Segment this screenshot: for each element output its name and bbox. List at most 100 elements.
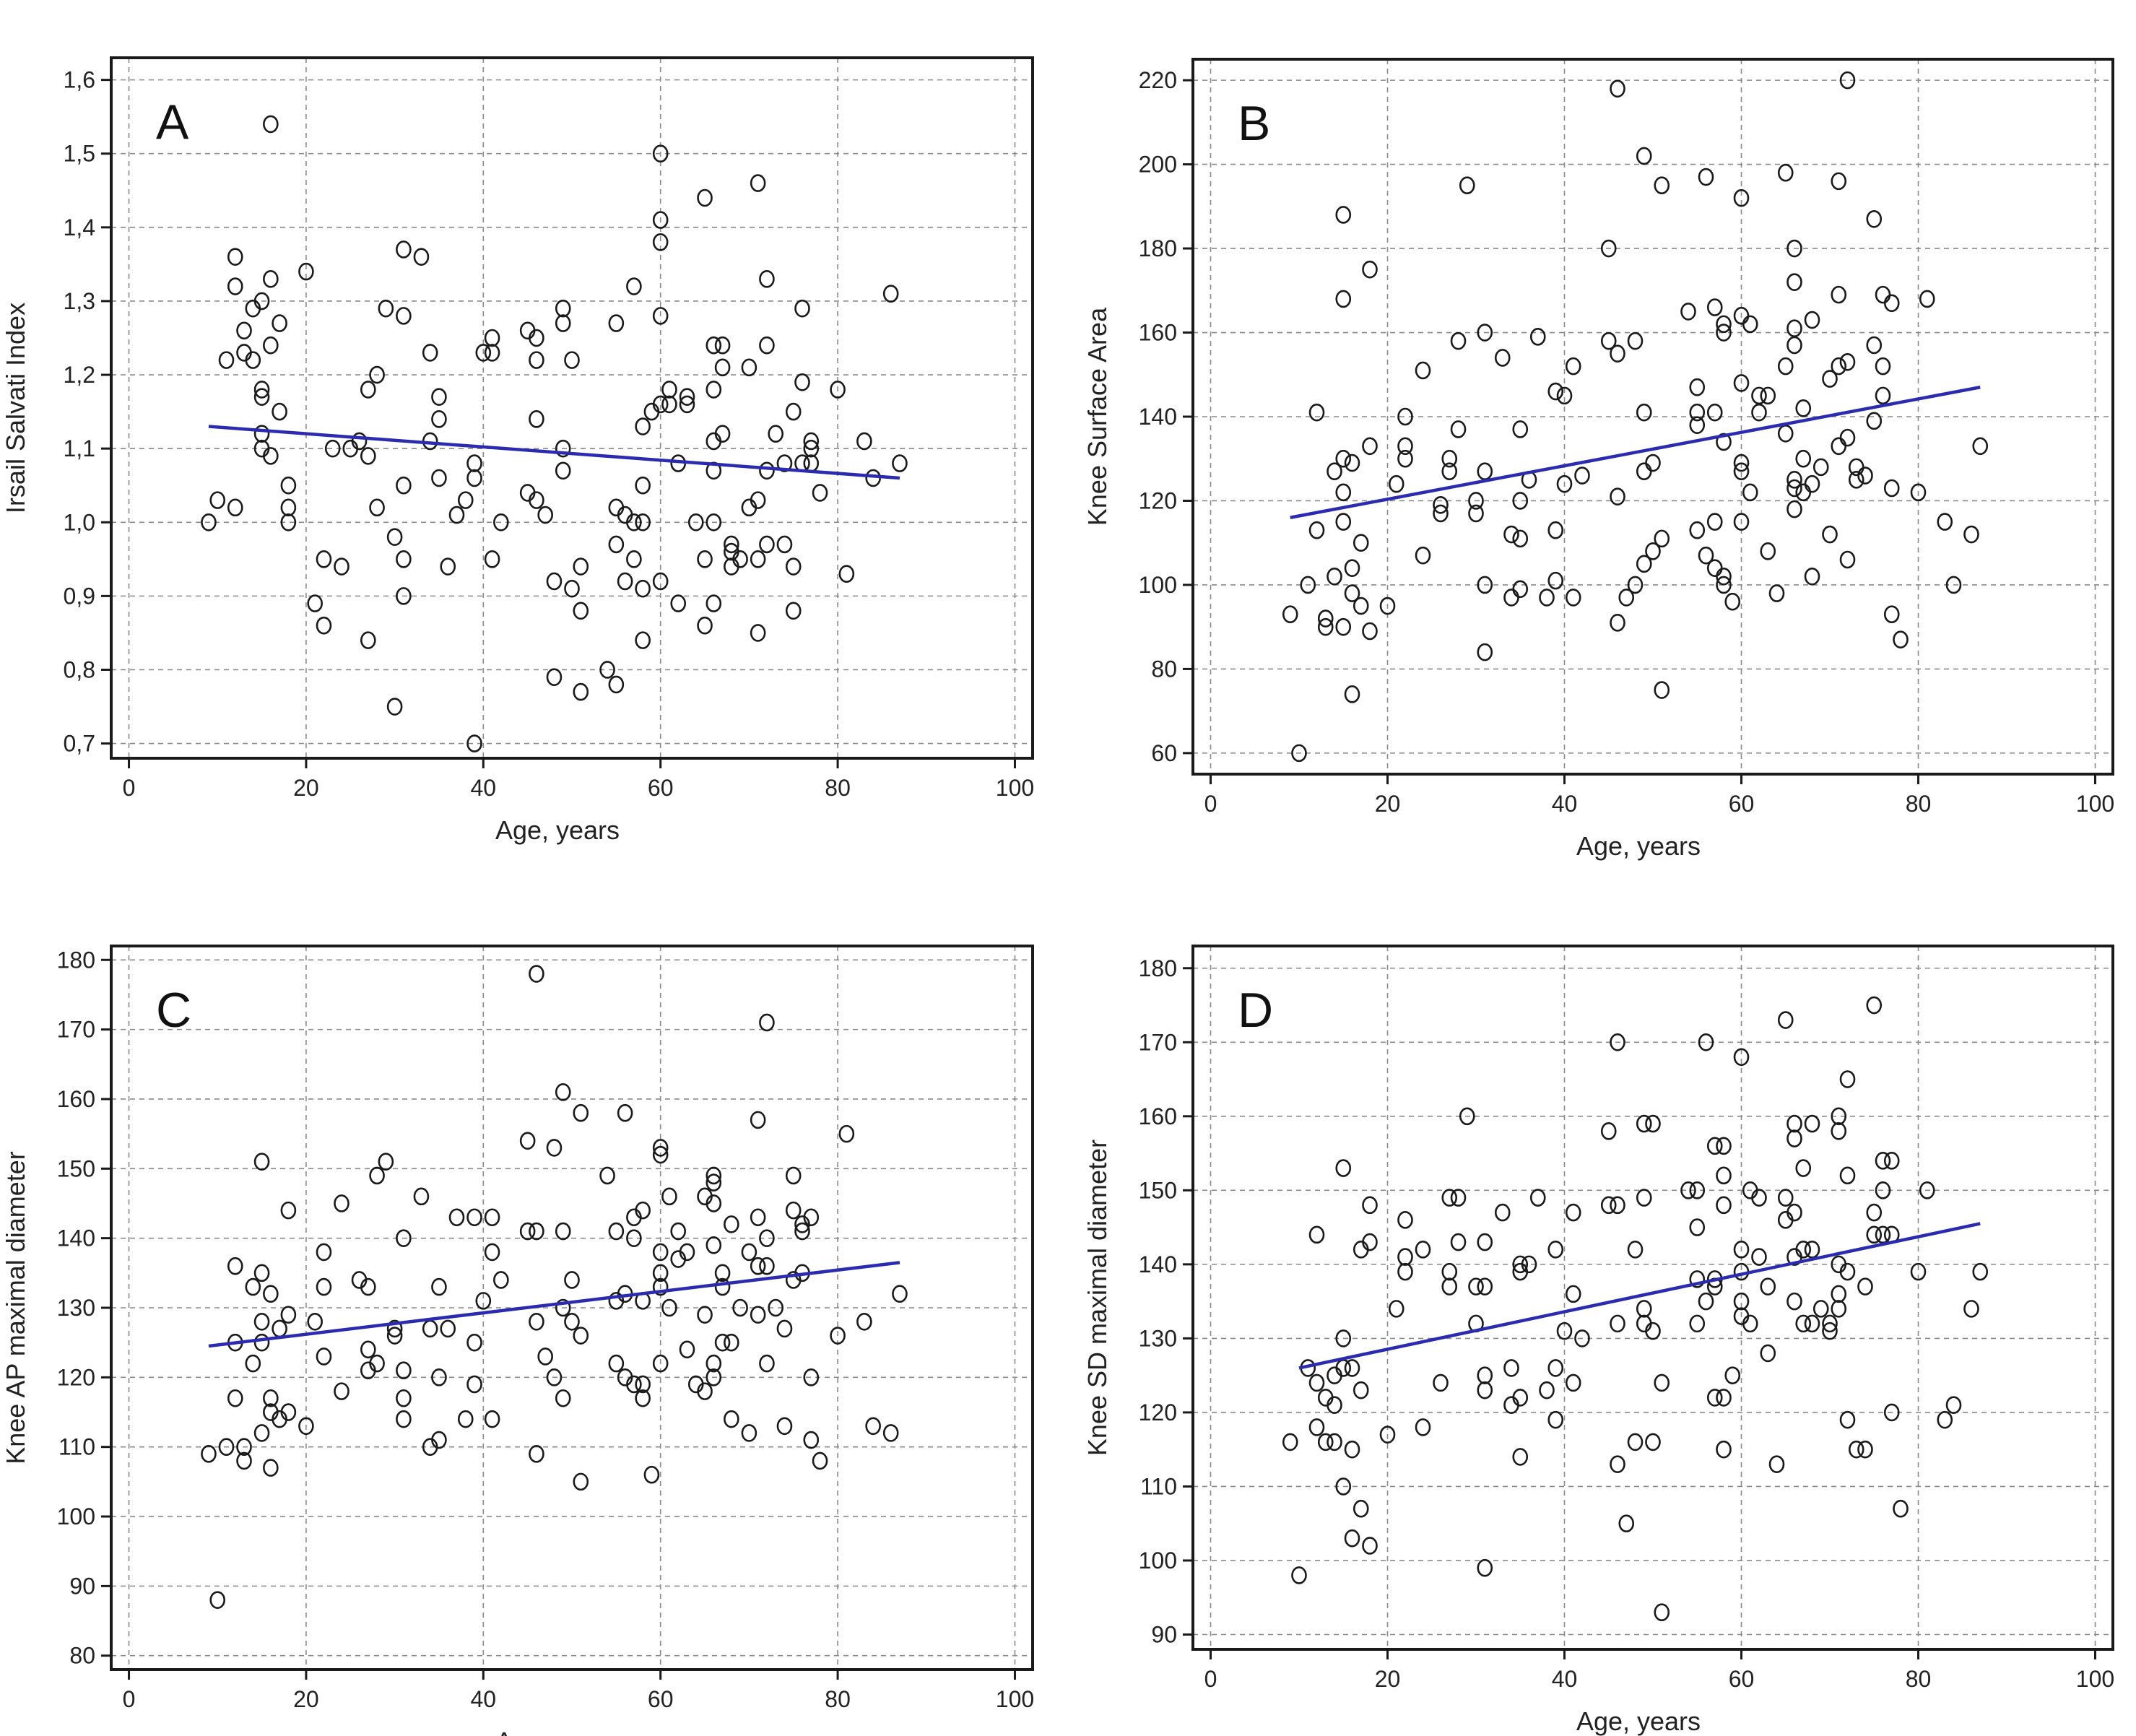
x-tick-label: 80 — [1906, 791, 1932, 817]
data-point — [1317, 1433, 1334, 1451]
data-point — [1565, 589, 1581, 607]
data-point — [1857, 466, 1873, 485]
data-point — [1866, 1203, 1883, 1222]
data-point — [1335, 483, 1352, 502]
data-point — [1866, 1225, 1883, 1244]
data-point — [413, 248, 430, 266]
data-point — [1494, 349, 1511, 367]
data-point — [298, 1417, 314, 1436]
data-point — [1883, 479, 1900, 498]
data-point — [1893, 1499, 1909, 1518]
data-point — [1335, 513, 1352, 531]
data-point — [706, 1173, 722, 1192]
data-point — [448, 1208, 465, 1227]
data-point — [1574, 466, 1590, 485]
data-point — [608, 314, 625, 332]
data-point — [236, 321, 252, 340]
data-point — [661, 381, 677, 399]
data-point — [750, 624, 766, 642]
data-point — [635, 476, 651, 495]
data-point — [431, 410, 447, 428]
data-point — [209, 491, 226, 509]
data-point — [652, 211, 669, 229]
data-point — [1529, 1189, 1546, 1207]
data-point — [1839, 1262, 1856, 1281]
data-point — [1433, 495, 1449, 514]
data-point — [1689, 1314, 1706, 1333]
data-point — [892, 1285, 908, 1303]
x-tick-label: 40 — [471, 1686, 497, 1712]
x-tick-label: 60 — [648, 775, 674, 801]
y-axis-title: Irsail Salvati Index — [1, 303, 30, 513]
data-point — [1610, 1455, 1625, 1473]
data-point — [1450, 1189, 1467, 1207]
data-point — [555, 314, 571, 332]
data-point — [396, 587, 412, 605]
data-point — [892, 454, 908, 472]
data-point — [687, 513, 704, 531]
data-point — [1795, 399, 1812, 417]
data-point — [1733, 453, 1750, 472]
data-point — [484, 1410, 500, 1428]
data-point — [1733, 462, 1750, 481]
data-point — [732, 1298, 748, 1317]
data-point — [431, 1277, 447, 1296]
data-point — [1441, 449, 1458, 468]
data-point — [1344, 453, 1360, 472]
data-point — [253, 1312, 270, 1331]
data-point — [1654, 1603, 1670, 1622]
data-point — [1565, 1203, 1581, 1222]
data-point — [1689, 521, 1706, 539]
data-point — [1716, 1389, 1732, 1407]
data-point — [1335, 1159, 1352, 1177]
data-point — [555, 439, 571, 458]
data-point — [1477, 643, 1493, 661]
data-point — [493, 513, 509, 531]
data-point — [201, 1445, 217, 1463]
data-point — [386, 1319, 403, 1338]
data-point — [1477, 1558, 1493, 1577]
x-tick-label: 60 — [648, 1686, 674, 1712]
data-point — [245, 1354, 261, 1373]
panel-letter: A — [156, 95, 189, 149]
y-tick-label: 160 — [57, 1086, 95, 1112]
y-tick-label: 130 — [1139, 1325, 1177, 1351]
data-point — [386, 528, 403, 546]
data-point — [1786, 336, 1802, 355]
data-point — [396, 240, 412, 259]
data-point — [714, 336, 731, 355]
y-axis-title: Knee Surface Area — [1082, 307, 1112, 526]
y-tick-label: 100 — [1139, 1548, 1177, 1574]
data-point — [378, 299, 394, 318]
data-point — [1477, 1233, 1493, 1251]
data-point — [1308, 521, 1325, 539]
data-point — [1963, 525, 1979, 544]
data-point — [652, 144, 669, 163]
data-point — [263, 336, 279, 355]
y-tick-label: 160 — [1139, 1103, 1177, 1129]
data-point — [316, 616, 332, 635]
y-tick-label: 140 — [1139, 1251, 1177, 1277]
data-point — [1831, 1285, 1847, 1303]
data-point — [1415, 361, 1431, 380]
data-point — [776, 454, 793, 472]
data-point — [1388, 1300, 1405, 1318]
y-tick-label: 170 — [1139, 1029, 1177, 1055]
data-point — [555, 1389, 571, 1407]
data-point — [1910, 483, 1927, 502]
data-point — [1875, 386, 1891, 405]
data-point — [573, 682, 589, 701]
data-point — [1804, 474, 1820, 493]
data-point — [759, 535, 775, 554]
data-point — [1468, 1277, 1484, 1296]
data-point — [1733, 1048, 1750, 1067]
data-point — [759, 1354, 775, 1373]
data-point — [1848, 1440, 1864, 1459]
data-point — [253, 1333, 270, 1352]
data-point — [1937, 513, 1953, 531]
data-point — [1698, 1033, 1714, 1051]
data-point — [1795, 1241, 1812, 1259]
data-point — [635, 513, 651, 531]
data-point — [1450, 420, 1467, 438]
data-point — [1831, 437, 1847, 456]
